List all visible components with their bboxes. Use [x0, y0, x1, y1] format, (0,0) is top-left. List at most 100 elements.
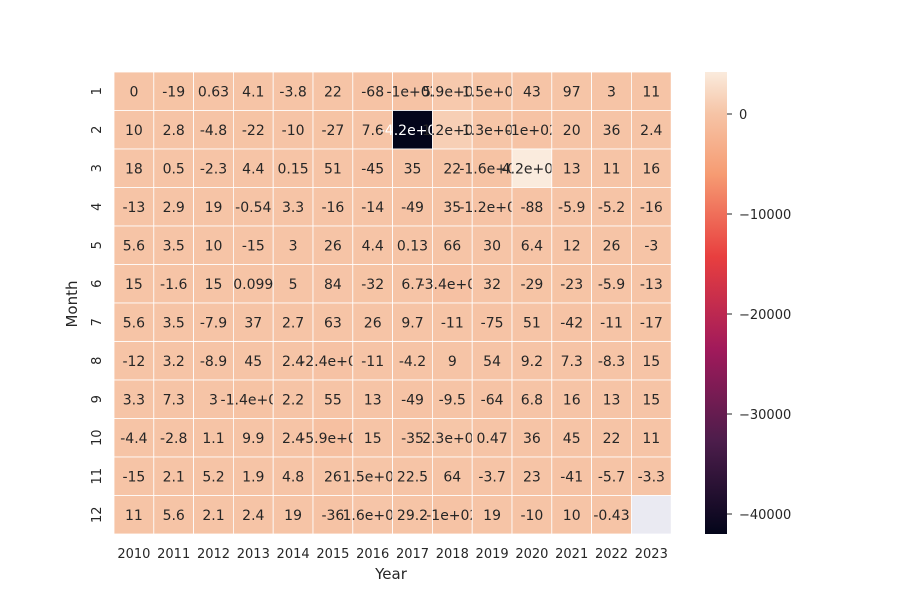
- heatmap-cell: [153, 110, 195, 150]
- cell-value-label: -3.3: [638, 469, 665, 485]
- cell-value-label: -11: [361, 354, 384, 370]
- heatmap-cell: [591, 148, 632, 188]
- heatmap-cell: [431, 110, 473, 150]
- cell-value-label: -16: [321, 200, 344, 216]
- cell-value-label: 84: [324, 277, 342, 293]
- y-tick-label: 2: [90, 126, 105, 134]
- y-tick-label: 10: [90, 429, 105, 446]
- heatmap-cell: [631, 148, 672, 188]
- cell-value-label: -0.54: [235, 200, 271, 216]
- heatmap-cell: [272, 341, 314, 381]
- heatmap-cell: [631, 110, 672, 150]
- cell-value-label: 6.7: [401, 277, 423, 293]
- cell-value-label: 0.13: [397, 238, 428, 254]
- cell-value-label: -23: [560, 277, 583, 293]
- heatmap-cell: [113, 148, 155, 188]
- heatmap-cell: [272, 495, 314, 535]
- heatmap-cell: [312, 418, 354, 458]
- heatmap-cell: [153, 495, 195, 535]
- cell-value-label: -12: [122, 354, 145, 370]
- x-tick-label: 2017: [396, 547, 429, 562]
- heatmap-cell: [232, 418, 274, 458]
- cell-value-label: -8.9: [200, 354, 227, 370]
- cell-value-label: 64: [443, 469, 461, 485]
- cell-value-label: -45: [361, 161, 384, 177]
- cell-value-label: 1.5e+02: [342, 469, 402, 485]
- heatmap-cell: [631, 264, 672, 304]
- cell-value-label: 51: [324, 161, 342, 177]
- heatmap-cell: [312, 302, 354, 342]
- cell-value-label: -2.4e+02: [300, 354, 365, 370]
- cell-value-label: 23: [523, 469, 541, 485]
- heatmap-cell: [153, 71, 195, 111]
- heatmap-cell: [471, 110, 513, 150]
- cell-value-label: -1.6e+02: [459, 161, 524, 177]
- heatmap-cell: [392, 71, 433, 111]
- x-tick-label: 2019: [476, 547, 509, 562]
- x-tick-label: 2021: [555, 547, 588, 562]
- x-tick-label: 2023: [635, 547, 668, 562]
- heatmap-cell: [431, 379, 473, 419]
- x-tick-label: 2011: [157, 547, 190, 562]
- heatmap-cell: [113, 187, 155, 227]
- cell-value-label: 1.6e+02: [342, 508, 402, 524]
- cell-value-label: -5.9: [598, 277, 625, 293]
- heatmap-cell: [153, 418, 195, 458]
- cell-value-label: 13: [603, 392, 621, 408]
- x-tick-label: 2018: [436, 547, 469, 562]
- heatmap-cell: [431, 71, 473, 111]
- heatmap-cell: [232, 456, 274, 496]
- cell-value-label: 20: [563, 123, 581, 139]
- cell-value-label: -49: [401, 200, 424, 216]
- cell-value-label: 2.7: [282, 315, 304, 331]
- heatmap-cell: [431, 495, 473, 535]
- heatmap-cell: [392, 110, 433, 150]
- cell-value-label: -88: [520, 200, 543, 216]
- heatmap-cell: [312, 456, 354, 496]
- cell-value-label: 11: [642, 84, 660, 100]
- heatmap-cell: [113, 456, 155, 496]
- cell-value-label: 9: [448, 354, 457, 370]
- y-tick-label: 8: [90, 357, 105, 365]
- cell-value-label: 13: [364, 392, 382, 408]
- heatmap-cell: [471, 379, 513, 419]
- cell-value-label: -3.8: [279, 84, 306, 100]
- y-tick-label: 12: [90, 506, 105, 523]
- cell-value-label: 22.5: [397, 469, 428, 485]
- heatmap-cell: [392, 225, 433, 265]
- cell-value-label: 0.63: [198, 84, 229, 100]
- cell-value-label: 26: [324, 469, 342, 485]
- heatmap-cell: [591, 456, 632, 496]
- cell-value-label: -68: [361, 84, 384, 100]
- cell-value-label: 2.1: [163, 469, 185, 485]
- cell-value-label: 11: [642, 431, 660, 447]
- cell-value-label: -7.9: [200, 315, 227, 331]
- cell-value-label: 1.9: [242, 469, 264, 485]
- cell-value-label: 2.9: [163, 200, 185, 216]
- heatmap-cell: [392, 148, 433, 188]
- heatmap-cell: [193, 187, 234, 227]
- cell-value-label: 3.2: [163, 354, 185, 370]
- cell-value-label: 22: [603, 431, 621, 447]
- cell-value-label: -16: [640, 200, 663, 216]
- cell-value-label: -5.9e+02: [300, 431, 365, 447]
- cell-value-label: -22: [242, 123, 265, 139]
- cell-value-label: 19: [284, 508, 302, 524]
- cell-value-label: 1.5e+02: [462, 84, 522, 100]
- cell-value-label: -1e+02: [386, 84, 438, 100]
- y-tick-label: 9: [90, 395, 105, 403]
- y-tick-label: 11: [90, 468, 105, 485]
- cell-value-label: -10: [520, 508, 543, 524]
- x-tick-label: 2020: [515, 547, 548, 562]
- heatmap-cell: [232, 110, 274, 150]
- cell-value-label: 9.9: [242, 431, 264, 447]
- cell-value-label: -35: [401, 431, 424, 447]
- heatmap-cells: 0 -19 0.63 4.1 -3.8 22 -68 -1e+025.9e+021.5e+02…: [113, 71, 672, 535]
- cell-value-label: -42: [560, 315, 583, 331]
- colorbar-tick-label: 0: [739, 108, 747, 123]
- heatmap-cell: [591, 110, 632, 150]
- cell-value-label: -1.4e+02: [221, 392, 286, 408]
- cell-value-label: 4.4: [362, 238, 384, 254]
- heatmap-cell: [312, 341, 354, 381]
